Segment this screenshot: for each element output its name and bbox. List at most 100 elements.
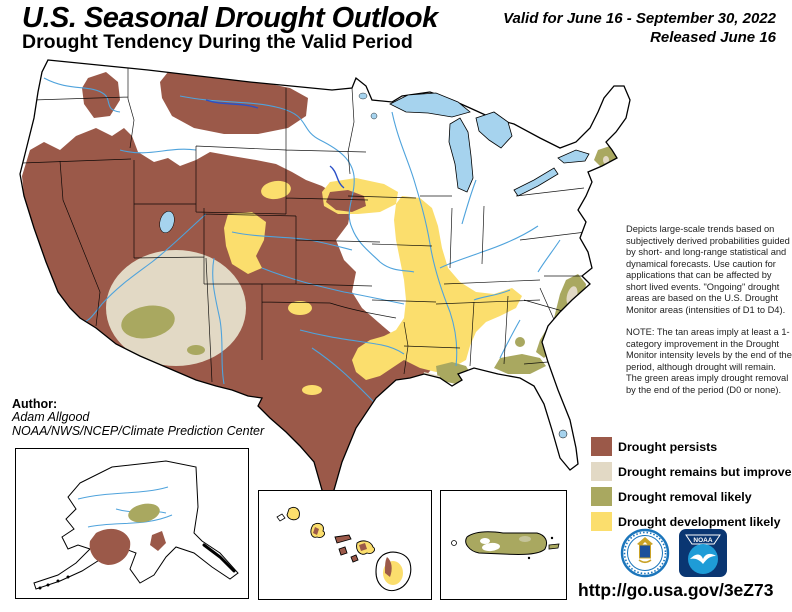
kuskokwim-river — [87, 514, 173, 528]
rivers-dark — [205, 99, 345, 189]
released-date-line: Released June 16 — [650, 28, 776, 46]
legend-swatch-development — [591, 512, 612, 531]
potomac-river — [537, 239, 561, 273]
puerto-rico-island — [465, 531, 548, 555]
puerto-rico-white-patch-1 — [482, 542, 500, 552]
alaska-outline — [33, 460, 239, 590]
valid-period-block: Valid for June 16 - September 30, 2022 R… — [503, 10, 776, 48]
big-island-drought-persists — [385, 557, 392, 577]
legend-swatch-removal — [591, 487, 612, 506]
drought-improves-region-southwest — [106, 250, 246, 366]
alaska-panhandle-islands — [202, 543, 236, 573]
kahoolawe-island — [350, 554, 359, 563]
puerto-rico-light-patch — [519, 536, 531, 542]
alaska-drought-persists-region-southwest — [89, 528, 131, 565]
wabash-river — [461, 179, 477, 225]
red-river — [299, 329, 405, 355]
author-name: Adam Allgood — [12, 410, 90, 425]
kauai-island — [286, 506, 300, 521]
drought-persists-region-iowa — [326, 190, 366, 212]
lake-superior — [389, 92, 471, 118]
missouri-reservoir — [205, 99, 259, 109]
drought-development-region-plains — [224, 212, 266, 274]
puerto-rico-white-patch-2 — [480, 538, 490, 544]
author-organization: NOAA/NWS/NCEP/Climate Prediction Center — [12, 423, 265, 438]
alaska-drought-removal-region — [128, 503, 160, 523]
drought-improves-regions — [106, 250, 246, 366]
legend-swatch-persists — [591, 437, 612, 456]
culebra-island — [550, 536, 554, 540]
page-title: U.S. Seasonal Drought Outlook — [22, 2, 438, 34]
missouri-bend — [329, 165, 345, 189]
legend-swatch-improves — [591, 462, 612, 481]
noaa-logo-icon: NOAA — [679, 529, 727, 577]
drought-development-region-mississippi-valley — [352, 196, 522, 380]
vieques-island — [548, 543, 560, 550]
coast-dot — [527, 556, 531, 560]
snake-river — [119, 148, 197, 154]
great-salt-lake — [159, 210, 175, 234]
legend-row-improves: Drought remains but improves — [591, 459, 792, 484]
columbia-river — [43, 77, 121, 113]
drought-persists-region-montana — [160, 72, 308, 134]
drought-removal-regions — [121, 305, 205, 355]
lake-huron — [475, 111, 513, 149]
legend-label-development: Drought development likely — [618, 514, 781, 529]
oahu-drought-persists — [313, 527, 319, 535]
alaska-inset — [15, 448, 249, 599]
conus-drought-map — [19, 59, 631, 502]
alaska-map — [33, 460, 239, 590]
molokai-island — [334, 534, 352, 544]
state-borders — [21, 62, 590, 383]
ohio-river — [439, 225, 539, 269]
page-subtitle: Drought Tendency During the Valid Period — [22, 31, 413, 53]
drought-development-spot-oklahoma — [288, 301, 312, 315]
great-lakes — [159, 92, 590, 439]
drought-persists-region-washington — [82, 72, 120, 118]
noaa-logo-text: NOAA — [693, 537, 712, 544]
drought-removal-region-newmexico — [187, 345, 205, 355]
drought-removal-spot-georgia — [515, 337, 525, 347]
alaska-drought-persists-region-south — [150, 531, 166, 551]
aleutian-islands — [38, 575, 70, 590]
description-paragraph: Depicts large-scale trends based on subj… — [626, 224, 790, 315]
legend-row-removal: Drought removal likely — [591, 484, 792, 509]
shortlink-url[interactable]: http://go.usa.gov/3eZ73 — [578, 580, 774, 600]
lake-erie — [513, 167, 559, 197]
drought-removal-region-arizona — [121, 305, 175, 339]
legend: Drought persists Drought remains but imp… — [591, 434, 792, 534]
drought-development-spot-texas — [302, 385, 322, 395]
note-paragraph: NOTE: The tan areas imply at least a 1-c… — [626, 327, 792, 395]
savannah-river — [499, 319, 521, 359]
drought-improves-spot-newengland — [603, 156, 609, 164]
valid-period-line: Valid for June 16 - September 30, 2022 — [503, 10, 776, 27]
agency-logos: NOAA — [620, 527, 728, 579]
tennessee-river — [473, 289, 511, 301]
minnesota-lake-1 — [358, 92, 368, 100]
drought-removal-region-georgia — [494, 354, 546, 374]
minnesota-lake-2 — [370, 112, 378, 120]
lake-okeechobee — [558, 429, 568, 439]
legend-label-persists: Drought persists — [618, 439, 718, 454]
us-outline — [19, 59, 631, 502]
drought-development-region-dakotas — [261, 180, 291, 200]
mona-island — [451, 540, 457, 546]
author-block: Author: Adam Allgood NOAA/NWS/NCEP/Clima… — [12, 397, 265, 438]
yukon-river — [77, 486, 169, 500]
mississippi-river — [391, 111, 458, 367]
hawaii-inset — [258, 490, 432, 600]
legend-row-development: Drought development likely — [591, 509, 792, 534]
missouri-river — [179, 95, 415, 273]
lanai-island — [338, 546, 348, 556]
colorado-river — [83, 213, 207, 323]
description-block: Depicts large-scale trends based on subj… — [626, 224, 792, 407]
puerto-rico-inset — [440, 490, 567, 600]
puerto-rico-map — [451, 531, 560, 560]
legend-label-improves: Drought remains but improves — [618, 464, 792, 479]
maui-drought-persists — [359, 543, 367, 551]
arkansas-river — [261, 267, 405, 305]
legend-row-persists: Drought persists — [591, 434, 792, 459]
dept-of-commerce-seal-icon — [620, 528, 670, 578]
author-label: Author: — [12, 397, 58, 411]
rio-grande-river — [212, 257, 225, 385]
